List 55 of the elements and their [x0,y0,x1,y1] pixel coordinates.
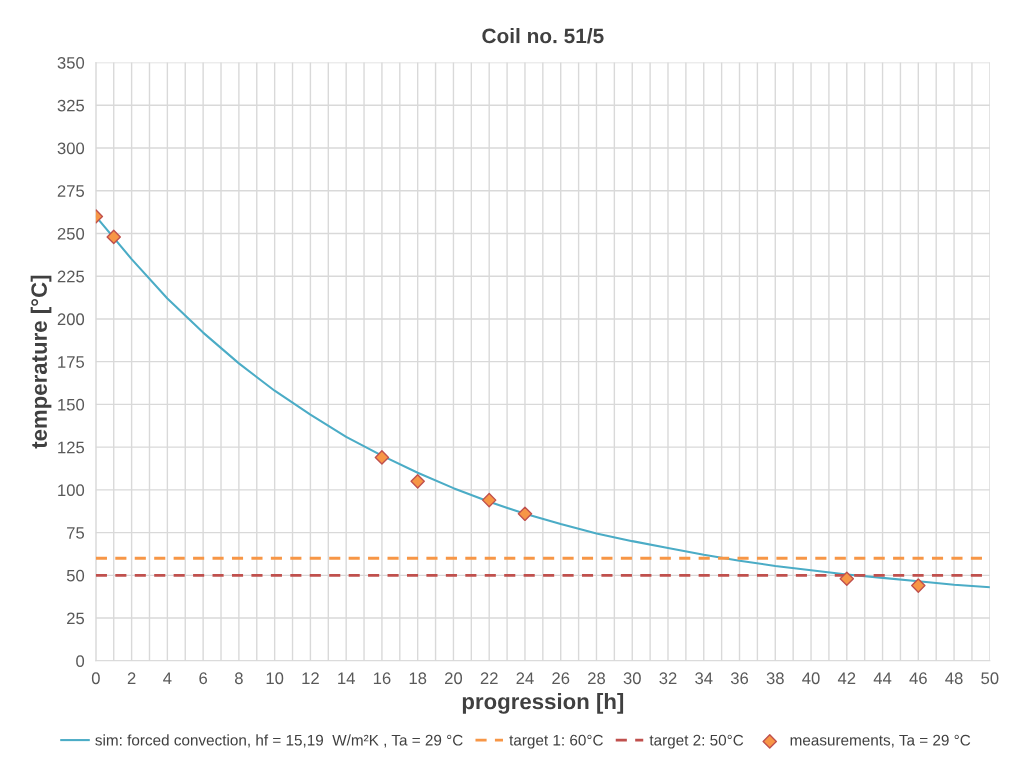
x-tick-label: 38 [766,672,784,685]
x-tick-label: 14 [338,672,355,684]
x-tick-label: 12 [302,672,319,684]
x-tick-label: 36 [730,672,749,685]
chart-title: Coil no. 51/5 [482,28,604,44]
x-tick-label: 20 [445,672,463,685]
point [481,492,497,508]
y-tick-label: 200 [57,313,85,326]
x-tick-label: 2 [127,672,136,684]
y-tick-label: 225 [57,270,85,283]
x-tick-label: 34 [695,672,713,685]
y-tick-label: 25 [67,612,85,625]
point [911,578,926,593]
x-axis-title: progression [h] [462,692,624,714]
y-tick-label: 300 [57,142,85,155]
x-tick-label: 46 [909,672,927,685]
x-tick-label: 10 [266,672,284,685]
x-tick-label: 0 [91,672,100,685]
legend-label: target 1: 60°C [509,734,603,749]
x-tick-label: 26 [552,672,570,685]
legend-label: target 2: 50°C [649,734,744,749]
x-tick-label: 50 [981,672,999,685]
y-tick-label: 100 [58,484,85,497]
y-axis-title: temperature [°C] [30,275,52,449]
point [517,506,533,522]
x-tick-label: 24 [516,672,534,684]
y-tick-label: 275 [57,185,85,197]
x-tick-label: 30 [623,672,641,685]
point [106,229,122,245]
y-tick-label: 250 [57,227,85,240]
point [410,474,425,489]
x-tick-label: 40 [802,672,820,685]
y-tick-label: 125 [58,441,85,454]
x-tick-label: 32 [659,672,677,685]
point [374,450,390,465]
x-tick-label: 22 [480,672,498,684]
x-tick-label: 8 [234,672,243,685]
y-tick-label: 75 [67,527,85,539]
x-tick-label: 42 [837,672,856,684]
y-tick-label: 325 [57,99,85,112]
y-tick-label: 150 [58,398,85,411]
y-tick-label: 0 [76,655,85,667]
legend-label: sim: forced convection, hf = 15,19 W/m²K , Ta = 29 °C [95,734,463,748]
x-tick-label: 28 [588,672,606,685]
x-tick-label: 44 [873,672,892,684]
y-tick-label: 175 [58,356,85,368]
y-tick-label: 350 [57,56,85,69]
x-tick-label: 4 [163,672,172,684]
x-tick-label: 16 [373,672,391,685]
y-tick-label: 50 [66,569,85,582]
x-tick-label: 18 [409,672,427,685]
x-tick-label: 6 [199,672,208,685]
x-tick-label: 48 [945,672,963,685]
point [839,571,855,587]
legend-label: measurements, Ta = 29 °C [790,734,971,748]
